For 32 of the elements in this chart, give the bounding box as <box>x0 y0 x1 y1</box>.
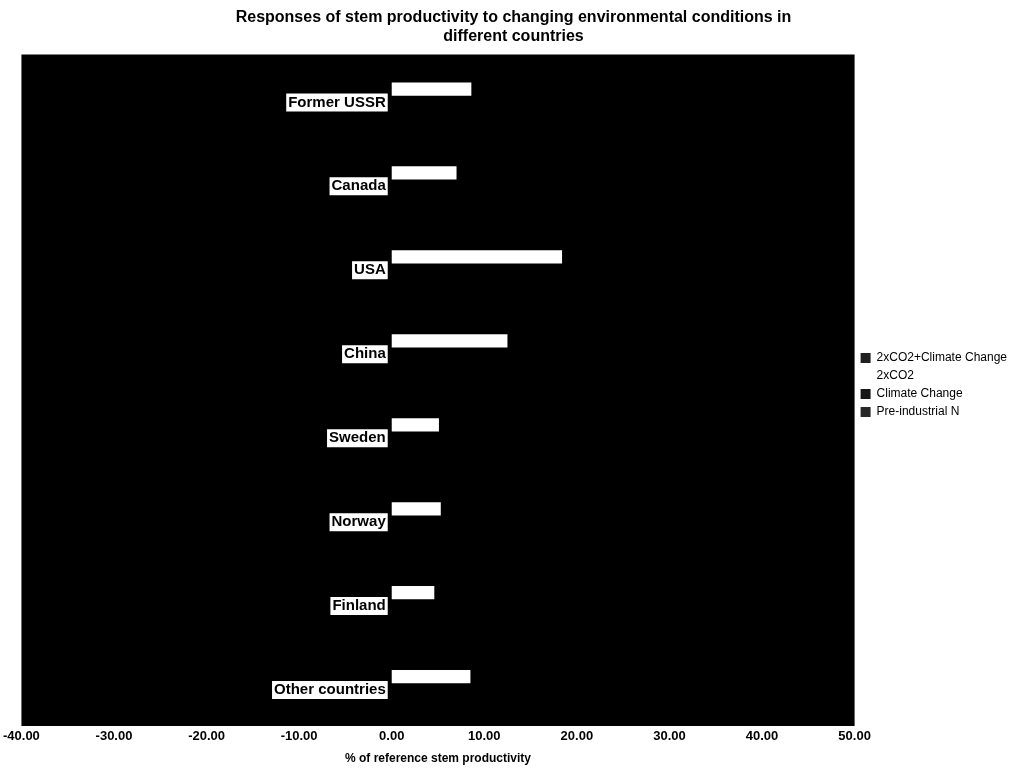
y-tick-label: Finland <box>332 596 386 614</box>
x-tick-label: 40.00 <box>745 728 779 744</box>
text: 2xCO2 <box>876 368 915 383</box>
x-axis-title: % of reference stem productivity <box>344 751 532 766</box>
bar <box>391 586 435 600</box>
x-tick-label: -30.00 <box>95 728 133 744</box>
x-tick-label: 20.00 <box>560 728 594 744</box>
bar <box>391 82 472 96</box>
bar <box>391 166 457 180</box>
y-tick-label: China <box>344 344 387 362</box>
y-tick-label: Canada <box>331 176 387 194</box>
legend-label: 2xCO2+Climate Change <box>876 350 1008 365</box>
y-tick-label: Former USSR <box>288 92 386 110</box>
y-tick-label: Sweden <box>329 428 386 446</box>
legend-label: Pre-industrial N <box>876 404 960 419</box>
bar <box>391 670 471 684</box>
y-tick-label: Norway <box>331 512 387 530</box>
bar <box>391 334 508 348</box>
bar <box>391 250 563 264</box>
legend-label: Climate Change <box>876 386 963 401</box>
y-tick-label: USA <box>354 260 386 278</box>
chart-title: Responses of stem productivity to changing environmental conditions in different countries <box>235 8 792 45</box>
x-tick-label: -10.00 <box>280 728 318 744</box>
x-tick-label: -40.00 <box>2 728 40 744</box>
bar <box>391 418 439 432</box>
x-tick-label: -20.00 <box>188 728 226 744</box>
y-tick-label: Other countries <box>274 680 386 698</box>
bar <box>391 502 441 516</box>
x-tick-label: 50.00 <box>838 728 871 744</box>
x-tick-label: 30.00 <box>653 728 686 744</box>
x-tick-label: 0.00 <box>379 728 405 744</box>
x-tick-label: 10.00 <box>468 728 501 744</box>
